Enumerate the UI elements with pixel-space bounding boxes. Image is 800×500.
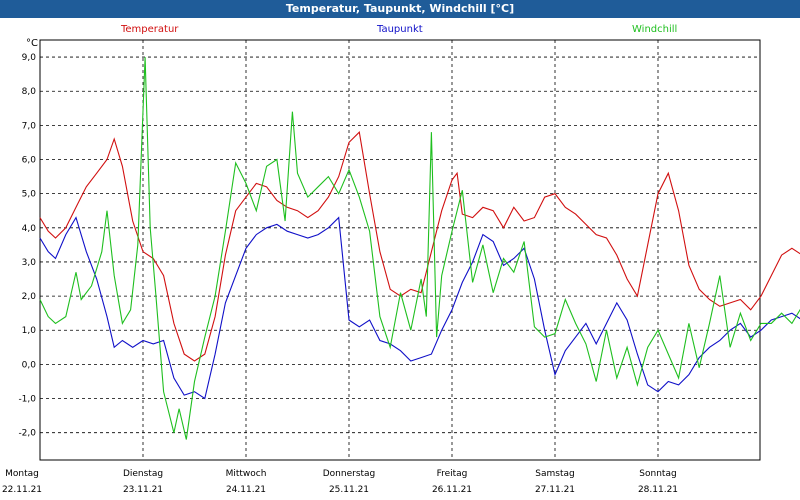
y-tick-label: 8,0	[22, 87, 37, 97]
y-tick-label: 1,0	[22, 326, 37, 336]
y-axis-unit: °C	[26, 38, 38, 49]
y-tick-label: -1,0	[18, 395, 36, 405]
x-tick-date: 25.11.21	[329, 485, 369, 495]
y-tick-label: 4,0	[22, 224, 37, 234]
plot-area	[39, 39, 761, 461]
x-tick-date: 26.11.21	[432, 485, 472, 495]
y-tick-label: 9,0	[22, 53, 37, 63]
legend-taupunkt: Taupunkt	[377, 24, 423, 35]
legend-temperatur: Temperatur	[121, 24, 179, 35]
y-tick-label: 3,0	[22, 258, 37, 268]
x-tick-date: 22.11.21	[2, 485, 42, 495]
x-tick-date: 27.11.21	[535, 485, 575, 495]
x-tick-date: 24.11.21	[226, 485, 266, 495]
x-tick-day: Samstag	[535, 469, 574, 479]
y-tick-label: 7,0	[22, 121, 37, 131]
x-tick-day: Donnerstag	[323, 469, 376, 479]
chart-title: Temperatur, Taupunkt, Windchill [°C]	[0, 0, 800, 18]
x-tick-day: Dienstag	[123, 469, 163, 479]
y-tick-label: 6,0	[22, 156, 37, 166]
series-line-temperatur	[39, 131, 800, 362]
x-tick-date: 23.11.21	[123, 485, 163, 495]
x-tick-day: Sonntag	[639, 469, 676, 479]
x-tick-day: Freitag	[437, 469, 468, 479]
series-line-taupunkt	[39, 216, 800, 400]
y-tick-label: 2,0	[22, 292, 37, 302]
y-tick-label: -2,0	[18, 429, 36, 439]
y-tick-label: 5,0	[22, 190, 37, 200]
y-tick-label: 0,0	[22, 360, 37, 370]
x-tick-day: Montag	[5, 469, 39, 479]
series-line-windchill	[39, 57, 800, 440]
x-tick-date: 28.11.21	[638, 485, 678, 495]
x-tick-day: Mittwoch	[226, 469, 267, 479]
legend-windchill: Windchill	[632, 24, 678, 35]
